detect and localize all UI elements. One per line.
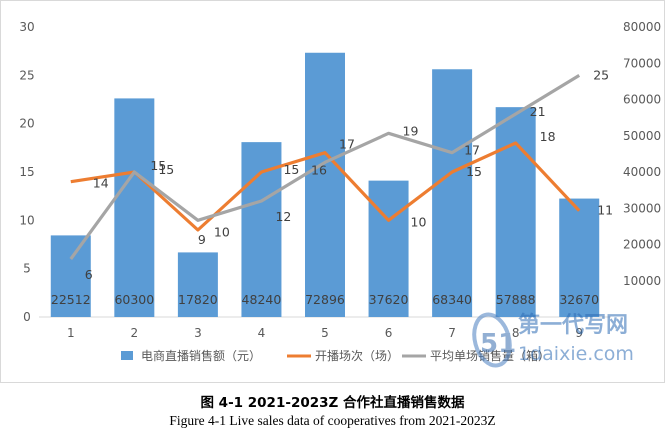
bars-layer [50,52,600,317]
line-avg-volume-value-label: 6 [85,267,93,282]
y-right-tick-label: 60000 [623,93,661,107]
line-sessions-value-label: 18 [540,129,556,144]
x-tick-label: 6 [385,326,393,340]
line-avg-volume-value-label: 21 [530,104,546,119]
line-sessions-value-label: 11 [597,203,613,218]
x-tick-label: 2 [131,326,139,340]
line-sessions-value-label: 15 [283,162,299,177]
watermark-title: 第一代写网 [518,312,628,338]
line-sessions [70,141,581,232]
line-avg-volume-value-label: 17 [464,143,480,158]
y-left-tick-label: 0 [23,310,31,324]
labels-layer: 22512 60300 17820 48240 72896 37620 68340 57888… [51,67,613,307]
x-tick-label: 8 [512,326,520,340]
line-avg-volume-value-label: 15 [150,158,166,173]
line-sessions-value-label: 14 [93,176,109,191]
line-sessions-value-label: 17 [339,137,355,152]
bar-value-label: 72896 [305,292,345,307]
line-sessions-value-label: 15 [158,162,174,177]
bar-value-label: 68340 [432,292,472,307]
watermark-logo: 51 第一代写网 1daixie.com [472,312,634,368]
y-right-tick-label: 80000 [623,20,661,34]
x-tick-label: 7 [448,326,456,340]
bar-sales [177,252,218,317]
bar-value-label: 22512 [51,292,91,307]
bar-sales [559,198,600,317]
y-right-tick-label: 40000 [623,165,661,179]
bar-sales [432,69,473,317]
chart-frame: 0 5 10 15 20 25 30 10000 20000 30000 40000 50000 600… [0,0,665,383]
bar-value-label: 48240 [242,292,282,307]
line-avg-volume-value-label: 10 [214,224,230,239]
bar-sales [305,52,345,317]
lines-layer [69,73,581,260]
y-left-tick-label: 30 [19,20,34,34]
figure-caption-chinese: 图 4-1 2021-2023Z 合作社直播销售数据 [200,395,465,411]
line-avg-volume-value-label: 19 [403,123,419,138]
legend-entry-label: 电商直播销售额（元） [141,348,261,363]
line-sessions-value-label: 9 [198,232,206,247]
figure-caption-english: Figure 4-1 Live sales data of cooperativ… [169,413,496,428]
bar-value-label: 57888 [496,292,536,307]
line-avg-volume-value-label: 16 [311,162,327,177]
y-right-tick-label: 20000 [623,238,661,252]
legend-entry-label: 开播场次（场） [315,349,399,363]
watermark-mark: 51 [480,329,516,359]
y-left-tick-label: 10 [19,213,34,227]
y-right-tick-label: 50000 [623,129,661,143]
x-tick-label: 3 [194,326,202,340]
line-avg-volume-value-label: 25 [593,67,609,82]
combo-chart: 0510152025301000020000300004000050000600… [19,20,661,363]
bar-value-label: 32670 [559,292,599,307]
legend-swatch-sales [121,351,133,360]
y-left-tick-label: 20 [19,117,34,131]
y-left-tick-label: 5 [23,262,31,276]
y-left-tick-label: 25 [19,68,34,82]
x-tick-label: 9 [575,326,583,340]
bar-sales [495,107,536,317]
bar-value-label: 60300 [114,292,154,307]
x-tick-label: 5 [321,326,329,340]
legend: 电商直播销售额（元） 开播场次（场） 平均单场销售量（箱） [121,348,550,363]
y-left-tick-label: 15 [19,165,34,179]
line-avg-volume-value-label: 12 [275,209,291,224]
x-tick-label: 4 [258,326,266,340]
bar-sales [114,98,155,317]
line-sessions-value-label: 10 [411,214,427,229]
y-right-tick-label: 70000 [623,56,661,70]
y-right-tick-label: 30000 [623,201,661,215]
watermark-url: 1daixie.com [518,343,634,365]
bar-value-label: 17820 [178,292,218,307]
line-avg-volume [69,73,581,260]
bar-sales [50,235,91,317]
line-sessions-value-label: 15 [466,164,482,179]
legend-entry-label: 平均单场销售量（箱） [430,348,550,363]
bar-sales [368,180,409,317]
x-tick-label: 1 [67,326,75,340]
bar-value-label: 37620 [369,292,409,307]
y-right-tick-label: 10000 [623,274,661,288]
